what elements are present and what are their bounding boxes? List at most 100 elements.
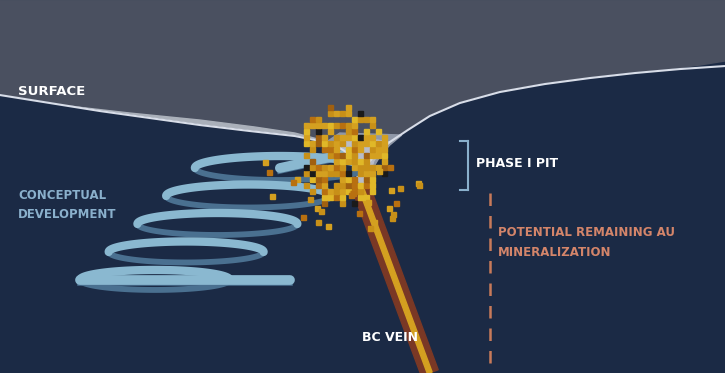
Bar <box>382 147 387 152</box>
Bar <box>382 159 387 164</box>
Bar <box>340 201 345 206</box>
Bar <box>352 159 357 164</box>
Bar <box>316 135 321 140</box>
Bar <box>334 189 339 194</box>
Polygon shape <box>360 189 432 373</box>
Bar <box>417 183 422 188</box>
Bar <box>398 186 403 191</box>
Bar <box>387 206 392 211</box>
Bar <box>322 123 327 128</box>
Polygon shape <box>353 187 438 373</box>
Bar <box>352 201 357 206</box>
Bar <box>346 159 351 164</box>
Bar <box>370 183 375 188</box>
Bar <box>376 129 381 134</box>
Bar <box>352 165 357 170</box>
Bar <box>304 183 309 188</box>
Bar <box>322 171 327 176</box>
Text: CONCEPTUAL
DEVELOPMENT: CONCEPTUAL DEVELOPMENT <box>18 189 117 221</box>
Bar <box>340 183 345 188</box>
Bar <box>334 165 339 170</box>
Bar <box>376 141 381 146</box>
Bar <box>352 129 357 134</box>
Bar <box>263 160 268 166</box>
Bar <box>334 147 339 152</box>
Bar <box>316 123 321 128</box>
Bar <box>319 209 323 214</box>
Bar <box>304 123 309 128</box>
Bar <box>295 177 300 182</box>
Bar <box>328 129 333 134</box>
Bar <box>340 171 345 176</box>
Bar <box>310 177 315 182</box>
Bar <box>328 189 333 194</box>
Bar <box>358 159 362 164</box>
Bar <box>366 200 371 205</box>
Bar <box>315 206 320 211</box>
Bar <box>352 135 357 140</box>
Bar <box>370 189 375 194</box>
Bar <box>351 191 356 196</box>
Bar <box>370 117 375 122</box>
Bar <box>346 189 351 194</box>
Bar <box>304 129 309 134</box>
Bar <box>346 153 351 158</box>
Bar <box>382 171 387 176</box>
Bar <box>364 183 369 188</box>
Bar <box>340 159 345 164</box>
Bar <box>390 216 395 222</box>
Bar <box>352 177 357 182</box>
Bar <box>304 153 309 158</box>
Bar <box>340 153 345 158</box>
Bar <box>310 141 315 146</box>
Bar <box>326 224 331 229</box>
Bar <box>358 195 362 200</box>
Polygon shape <box>0 83 724 203</box>
Bar <box>392 211 397 217</box>
Bar <box>358 135 362 140</box>
Bar <box>322 147 327 152</box>
Polygon shape <box>328 133 402 193</box>
Bar <box>376 153 381 158</box>
Bar <box>328 123 333 128</box>
Bar <box>340 165 345 170</box>
Bar <box>322 201 327 206</box>
Polygon shape <box>0 0 724 185</box>
Bar <box>322 135 327 140</box>
Text: BC VEIN: BC VEIN <box>362 332 418 344</box>
Bar <box>352 117 357 122</box>
Bar <box>352 189 357 194</box>
Bar <box>334 183 339 188</box>
Bar <box>334 159 339 164</box>
Bar <box>328 111 333 116</box>
Bar <box>364 135 369 140</box>
Bar <box>322 177 327 182</box>
Bar <box>328 147 333 152</box>
Bar <box>358 147 362 152</box>
Bar <box>267 170 272 175</box>
Bar <box>322 189 327 194</box>
Bar <box>328 165 333 170</box>
Bar <box>328 153 333 158</box>
Bar <box>340 135 345 140</box>
Bar <box>340 141 345 146</box>
Bar <box>346 105 351 110</box>
Bar <box>370 141 375 146</box>
Bar <box>334 171 339 176</box>
Bar <box>340 177 345 182</box>
Bar <box>310 159 315 164</box>
Bar <box>328 195 333 200</box>
Bar <box>316 177 321 182</box>
Bar <box>370 135 375 140</box>
Bar <box>322 165 327 170</box>
Bar <box>364 159 369 164</box>
Bar <box>316 129 321 134</box>
Bar <box>308 197 313 202</box>
Bar <box>334 135 339 140</box>
Bar <box>334 195 339 200</box>
Bar <box>310 117 315 122</box>
Bar <box>346 183 351 188</box>
Bar <box>357 211 362 216</box>
Bar <box>364 171 369 176</box>
Bar <box>304 141 309 146</box>
